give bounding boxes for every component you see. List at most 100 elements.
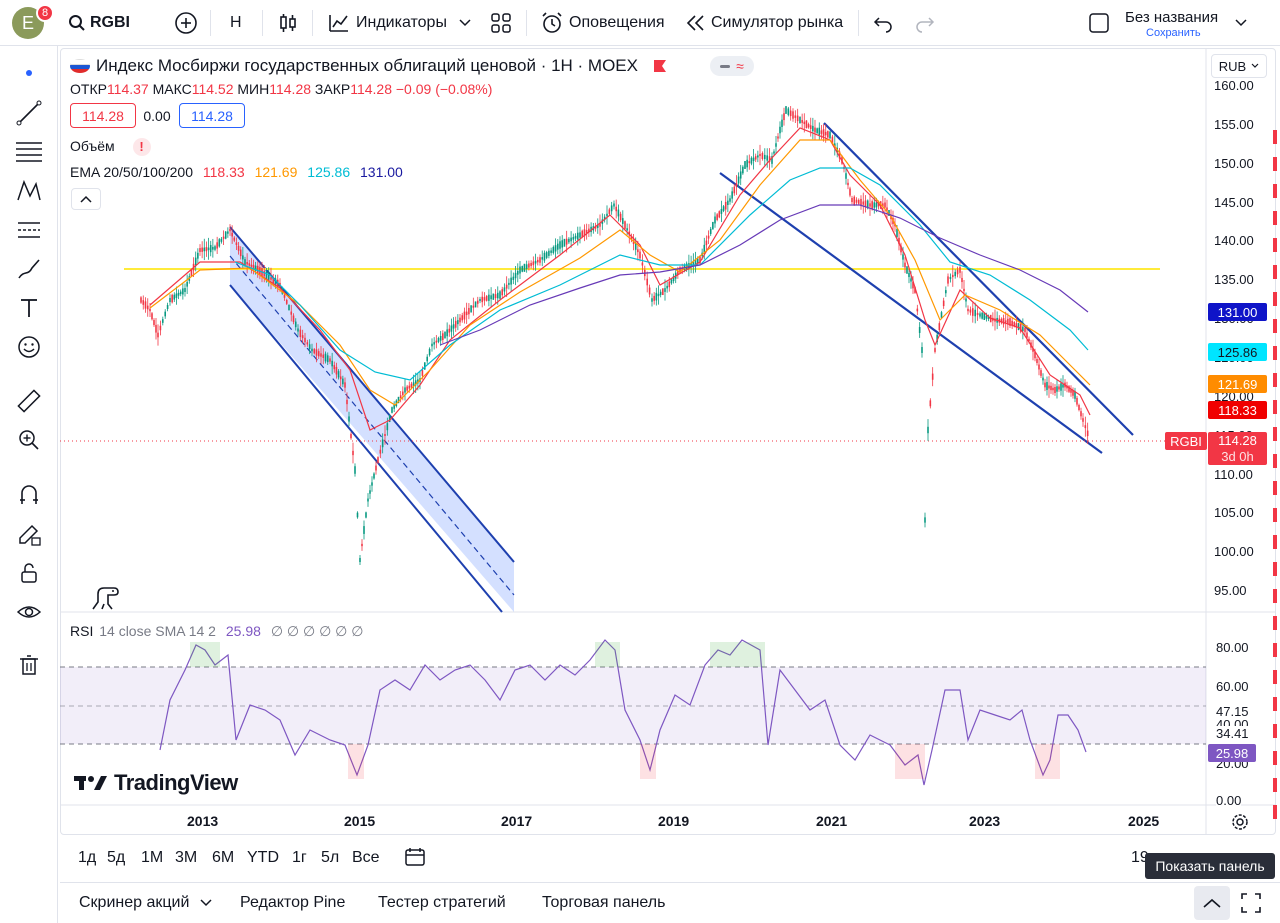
close-label: ЗАКР [314, 81, 351, 97]
range-button[interactable]: 3М [175, 849, 198, 866]
range-button[interactable]: 1М [141, 849, 164, 866]
edge-marker [1273, 211, 1277, 225]
trend-line-tool[interactable] [12, 96, 46, 130]
show-panel-button[interactable] [1194, 886, 1230, 920]
candles-icon [280, 14, 296, 32]
smile-icon [18, 336, 40, 358]
status-pill[interactable]: ≈ [710, 56, 754, 76]
hide-tool[interactable] [12, 595, 46, 629]
layout-menu-button[interactable] [1088, 0, 1110, 46]
price-tick: 95.00 [1214, 583, 1247, 599]
gear-icon[interactable] [1230, 812, 1250, 832]
edge-marker [1273, 427, 1277, 441]
save-link[interactable]: Сохранить [1146, 27, 1201, 39]
rsi-legend[interactable]: RSI 14 close SMA 14 2 25.98 ∅ ∅ ∅ ∅ ∅ ∅ [70, 623, 363, 640]
range-button[interactable]: 6М [212, 849, 235, 866]
brush-tool[interactable] [12, 252, 46, 286]
warning-icon[interactable]: ! [132, 138, 151, 156]
chevron-down-icon[interactable] [200, 899, 212, 907]
minus-icon [720, 64, 731, 68]
bottom-tab[interactable]: Скринер акций [79, 894, 190, 911]
ema200-value: 131.00 [360, 164, 403, 180]
edge-marker [1273, 481, 1277, 495]
eye-icon [16, 606, 42, 618]
symbol-legend[interactable]: Индекс Мосбиржи государственных облигаци… [70, 56, 668, 76]
delete-tool[interactable] [12, 648, 46, 682]
rsi-tick: 0.00 [1216, 793, 1242, 808]
watermark-text: TradingView [114, 770, 238, 795]
volume-legend[interactable]: Объём ! [70, 138, 151, 156]
range-button[interactable]: YTD [247, 849, 279, 866]
forecast-tool[interactable] [12, 213, 46, 247]
high-label: МАКС [152, 81, 192, 97]
bottom-tab[interactable]: Тестер стратегий [378, 894, 506, 911]
undo-icon [873, 17, 892, 33]
ema-price-label: 131.00 [1208, 303, 1267, 321]
edge-marker [1273, 346, 1277, 360]
time-tick: 2017 [501, 813, 533, 829]
range-button[interactable]: 5л [321, 849, 340, 866]
price-tick: 145.00 [1214, 194, 1254, 210]
collapse-legend-button[interactable] [71, 188, 101, 210]
cursor-tool[interactable] [12, 56, 46, 90]
notification-badge: 8 [36, 4, 54, 22]
ema-legend[interactable]: EMA 20/50/100/200 118.33 121.69 125.86 1… [70, 164, 403, 180]
sell-button[interactable]: 114.28 [70, 103, 136, 128]
red-flag-icon[interactable] [652, 59, 668, 73]
replay-button[interactable]: Симулятор рынка [685, 0, 843, 46]
range-button[interactable]: 1д [78, 849, 97, 866]
edge-marker [1273, 751, 1277, 765]
open-value: 114.37 [106, 81, 149, 97]
edge-marker [1273, 805, 1277, 819]
layouts-button[interactable] [490, 0, 512, 46]
fib-tool[interactable] [12, 135, 46, 169]
buy-button[interactable]: 114.28 [179, 103, 245, 128]
measure-tool[interactable] [12, 384, 46, 418]
magnet-tool[interactable] [12, 478, 46, 512]
lock-all-tool[interactable] [12, 556, 46, 590]
zoom-tool[interactable] [12, 423, 46, 457]
redo-button[interactable] [915, 0, 935, 46]
symbol-title: Индекс Мосбиржи государственных облигаци… [96, 56, 638, 75]
symbol-name: RGBI [90, 14, 130, 31]
drawing-toolbar [0, 46, 58, 923]
pattern-tool[interactable] [12, 174, 46, 208]
compare-button[interactable] [174, 0, 198, 46]
indicators-button[interactable]: Индикаторы [328, 0, 471, 46]
edge-marker [1273, 643, 1277, 657]
ema-label: EMA 20/50/100/200 [70, 164, 193, 180]
edge-marker [1273, 373, 1277, 387]
price-tick: 105.00 [1214, 505, 1254, 521]
ema-price-label: 125.86 [1208, 343, 1267, 361]
layout-name[interactable]: Без названия [1125, 9, 1219, 26]
clock-text[interactable]: 19 [1131, 849, 1149, 866]
edge-marker [1273, 535, 1277, 549]
chart-type-button[interactable] [277, 0, 299, 46]
pattern-icon [17, 179, 41, 201]
emoji-tool[interactable] [12, 330, 46, 364]
range-button[interactable]: Все [352, 849, 380, 866]
edge-marker [1273, 589, 1277, 603]
text-tool[interactable] [12, 291, 46, 325]
time-tick: 2015 [344, 813, 376, 829]
undo-button[interactable] [873, 0, 893, 46]
grid-icon [491, 13, 511, 33]
pencil-lock-icon [19, 524, 41, 546]
interval-button[interactable]: H [230, 0, 242, 46]
chevron-down-icon[interactable] [1235, 19, 1247, 27]
range-button[interactable]: 1г [292, 849, 307, 866]
maximize-panel-button[interactable] [1240, 892, 1262, 919]
range-button[interactable]: 5д [107, 849, 126, 866]
symbol-search-button[interactable]: RGBI [68, 0, 130, 46]
bottom-tab[interactable]: Редактор Pine [240, 894, 346, 911]
date-range-button[interactable] [404, 847, 426, 872]
currency-label: RUB [1218, 58, 1247, 74]
tradingview-watermark[interactable]: TradingView [74, 770, 238, 796]
currency-selector[interactable]: RUB [1211, 54, 1267, 78]
alerts-button[interactable]: Оповещения [540, 0, 665, 46]
bottom-tab[interactable]: Торговая панель [542, 894, 666, 911]
lock-drawing-tool[interactable] [12, 517, 46, 551]
last-price-label: 114.28 3d 0h [1208, 432, 1267, 465]
ruler-lines-icon [18, 222, 40, 238]
